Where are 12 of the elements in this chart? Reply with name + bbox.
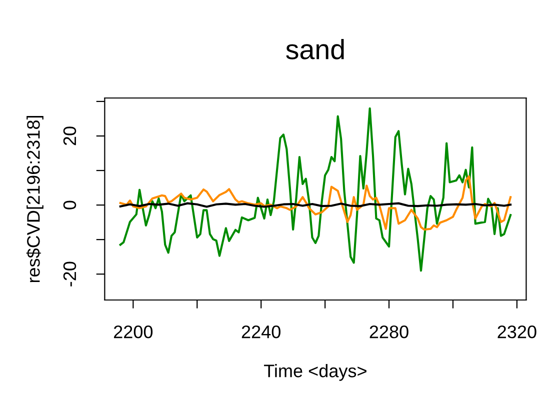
x-axis-title: Time <days>	[264, 364, 366, 381]
x-tick-label: 2200	[114, 325, 153, 338]
x-tick-label: 2240	[242, 325, 280, 338]
y-tick-label: 0	[63, 200, 76, 210]
line-series	[119, 107, 512, 272]
y-tick-label: 20	[63, 126, 76, 146]
chart-title: sand	[286, 38, 344, 60]
line-series	[119, 175, 512, 231]
x-tick-label: 2320	[498, 325, 536, 338]
y-tick-label: -20	[63, 262, 76, 286]
y-axis-title: res$CVD[2196:2318]	[26, 116, 44, 282]
x-tick-label: 2280	[370, 325, 408, 338]
